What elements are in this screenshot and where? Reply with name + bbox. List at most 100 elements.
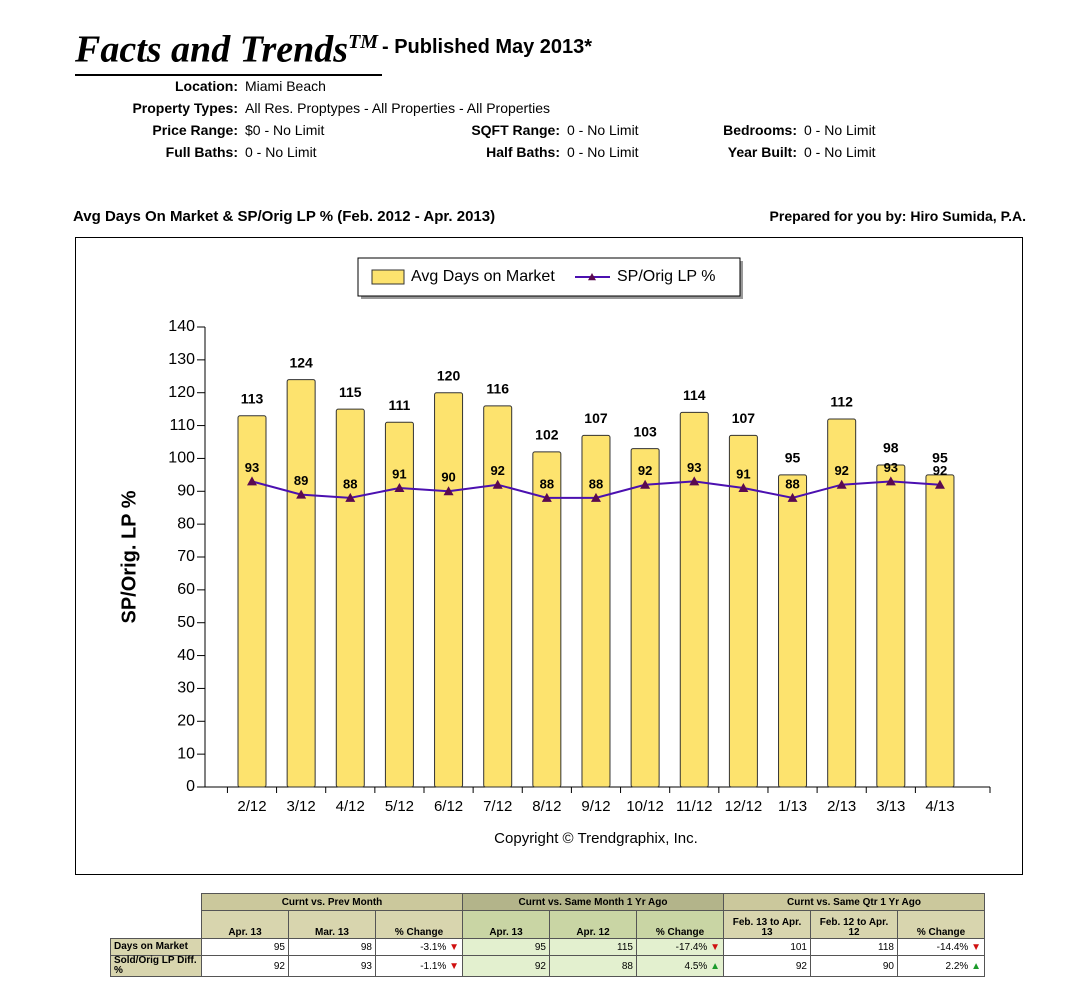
copyright: Copyright © Trendgraphix, Inc. — [494, 830, 698, 847]
down-arrow: ▼ — [446, 941, 459, 953]
column-header-row: Apr. 13 Mar. 13% Change Apr. 13 Apr. 12% Ch… — [111, 910, 985, 939]
y-tick-label: 40 — [177, 647, 195, 664]
bar — [876, 464, 906, 788]
cell-value: 2.2% — [945, 960, 969, 972]
title: Facts and TrendsTM — [75, 18, 383, 76]
legend — [357, 257, 741, 297]
line-value-label: 92 — [834, 463, 848, 478]
bar-value-label: 120 — [437, 367, 461, 383]
cell: 4.5% ▲ — [636, 955, 724, 977]
bar-value-label: 111 — [389, 397, 411, 413]
y-tick-label: 80 — [177, 515, 195, 532]
bar-value-label: 103 — [633, 423, 657, 439]
line-value-label: 93 — [884, 460, 898, 475]
line-value-label: 88 — [785, 476, 799, 491]
line-marker — [492, 479, 503, 489]
bar-value-label: 114 — [683, 387, 706, 403]
cell: -17.4% ▼ — [636, 938, 724, 956]
published: - Published May 2013* — [382, 36, 593, 58]
line-value-label: 93 — [245, 460, 259, 475]
cell: 115 — [549, 938, 637, 956]
bar — [483, 405, 513, 788]
bar-value-label: 102 — [535, 427, 559, 443]
line-value-label: 92 — [490, 463, 504, 478]
cell: 95 — [201, 938, 289, 956]
column-header: Apr. 13 — [201, 910, 289, 939]
cell: 2.2% ▲ — [897, 955, 985, 977]
y-tick-label: 120 — [168, 384, 195, 401]
filter-value: 0 - No Limit — [804, 122, 876, 138]
line-value-label: 90 — [441, 470, 455, 485]
filter-value: $0 - No Limit — [245, 122, 325, 138]
bar-value-label: 115 — [339, 384, 362, 400]
down-arrow: ▼ — [446, 960, 459, 972]
filter-label: Property Types: — [132, 100, 238, 116]
cell: -1.1% ▼ — [375, 955, 463, 977]
line-marker — [934, 479, 945, 489]
data-row: Days on Market 95 98 -3.1% ▼ 95 115 -17.4% ▼ 10… — [110, 938, 985, 956]
y-tick-label: 100 — [168, 450, 195, 467]
cell-value: 95 — [534, 941, 546, 953]
cell: 92 — [462, 955, 550, 977]
column-header: % Change — [375, 910, 463, 939]
cell-value: -3.1% — [420, 941, 447, 953]
bar — [728, 434, 758, 788]
legend-label: Avg Days on Market — [411, 268, 555, 285]
line-value-label: 89 — [294, 473, 308, 488]
cell-value: 90 — [882, 960, 894, 972]
line-marker — [836, 479, 847, 489]
line-value-label: 91 — [392, 466, 406, 481]
bar-value-label: 124 — [289, 354, 313, 370]
cell: 90 — [810, 955, 898, 977]
cell-value: -1.1% — [420, 960, 447, 972]
up-arrow: ▲ — [707, 960, 720, 972]
column-header: % Change — [636, 910, 724, 939]
cell-value: -14.4% — [936, 941, 969, 953]
bar-value-label: 113 — [241, 390, 264, 406]
column-header: Feb. 12 to Apr. 12 — [810, 910, 898, 939]
x-tick-label: 4/13 — [925, 798, 954, 815]
x-tick-label: 6/12 — [434, 798, 463, 815]
cell-value: 92 — [273, 960, 285, 972]
bar-value-label: 107 — [732, 410, 756, 426]
legend-marker — [588, 273, 596, 281]
line-marker — [345, 492, 356, 502]
bar — [286, 379, 316, 788]
bar-value-label: 112 — [830, 394, 853, 410]
blank-cell — [111, 911, 202, 939]
line-marker — [885, 476, 896, 486]
bar — [532, 451, 562, 788]
chart-title: Avg Days On Market & SP/Orig LP % (Feb. … — [73, 208, 496, 225]
group-header: Curnt vs. Prev Month — [201, 893, 463, 911]
line-marker — [247, 476, 257, 486]
bar-value-label: 116 — [486, 381, 509, 397]
x-tick-label: 10/12 — [626, 798, 664, 815]
bar — [925, 474, 955, 788]
line-marker — [541, 492, 552, 502]
cell: -14.4% ▼ — [897, 938, 985, 956]
x-tick-label: 2/12 — [237, 798, 266, 815]
cell: -3.1% ▼ — [375, 938, 463, 956]
blank-cell — [111, 894, 202, 911]
cell-value: 88 — [621, 960, 633, 972]
line-value-label: 92 — [638, 463, 652, 478]
y-tick-label: 130 — [168, 351, 195, 368]
cell: 101 — [723, 938, 811, 956]
row-label: Days on Market — [110, 938, 202, 956]
bar — [778, 474, 808, 788]
line-value-label: 88 — [589, 476, 603, 491]
down-arrow: ▼ — [707, 941, 720, 953]
cell: 98 — [288, 938, 376, 956]
legend-label: SP/Orig LP % — [617, 268, 715, 285]
y-tick-label: 20 — [177, 713, 195, 730]
x-tick-label: 11/12 — [676, 798, 712, 815]
bar-value-label: 98 — [883, 440, 899, 456]
line-value-label: 91 — [736, 466, 750, 481]
cell-value: 4.5% — [684, 960, 708, 972]
x-tick-label: 3/13 — [876, 798, 905, 815]
cell-value: 118 — [878, 941, 894, 953]
bar — [630, 448, 660, 788]
x-tick-label: 5/12 — [385, 798, 414, 815]
summary-table: Curnt vs. Prev Month Curnt vs. Same Month… — [110, 893, 985, 977]
column-header: Feb. 13 to Apr. 13 — [723, 910, 811, 939]
